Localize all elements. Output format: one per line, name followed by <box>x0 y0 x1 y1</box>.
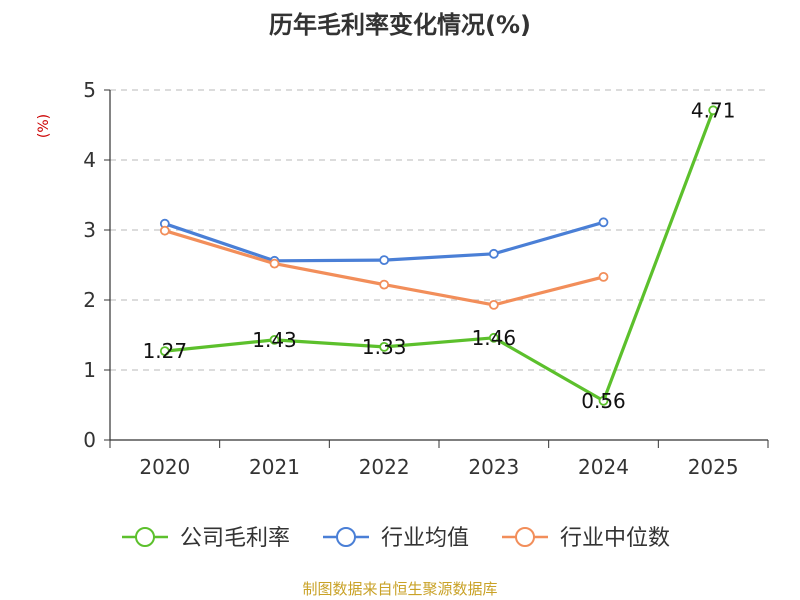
data-point <box>598 271 609 282</box>
data-point <box>379 255 390 266</box>
data-point <box>269 334 280 345</box>
data-point <box>269 258 280 269</box>
data-point <box>598 217 609 228</box>
y-tick-label: 4 <box>83 148 96 172</box>
data-label: 1.33 <box>362 335 407 359</box>
y-tick-labels: 0 1 2 3 4 5 <box>83 78 96 452</box>
y-tick-label: 3 <box>83 218 96 242</box>
data-labels: 1.27 1.43 1.33 1.46 0.56 4.71 <box>143 98 736 413</box>
series-group <box>159 105 719 406</box>
x-tick-label: 2021 <box>249 455 300 479</box>
legend-swatch-marker <box>515 527 535 547</box>
y-tick-label: 1 <box>83 358 96 382</box>
data-label: 1.27 <box>143 339 188 363</box>
y-axis-label: (%) <box>36 114 52 138</box>
legend-label: 公司毛利率 <box>180 526 290 551</box>
data-label: 1.43 <box>252 328 297 352</box>
data-point <box>488 248 499 259</box>
series-line-1 <box>164 220 604 263</box>
legend-label: 行业均值 <box>381 526 469 551</box>
y-tick-label: 0 <box>83 428 96 452</box>
series-line-0 <box>164 109 715 403</box>
legend: 公司毛利率 行业均值 行业中位数 <box>122 526 670 551</box>
x-tick-label: 2024 <box>578 455 629 479</box>
legend-swatch-marker <box>336 527 356 547</box>
data-label: 0.56 <box>581 389 626 413</box>
data-point <box>708 105 719 116</box>
legend-swatch-marker <box>135 527 155 547</box>
y-tick-label: 5 <box>83 78 96 102</box>
x-tick-label: 2022 <box>359 455 410 479</box>
data-point <box>379 279 390 290</box>
y-tick-label: 2 <box>83 288 96 312</box>
x-tick-labels: 2020 2021 2022 2023 2024 2025 <box>139 455 738 479</box>
data-point <box>488 332 499 343</box>
data-point <box>379 341 390 352</box>
legend-label: 行业中位数 <box>560 526 670 551</box>
data-point <box>488 299 499 310</box>
data-label: 4.71 <box>691 98 736 122</box>
x-tick-label: 2023 <box>468 455 519 479</box>
x-tick-label: 2025 <box>688 455 739 479</box>
data-point <box>598 395 609 406</box>
chart-title: 历年毛利率变化情况(%) <box>269 11 531 39</box>
data-point <box>159 225 170 236</box>
data-label: 1.46 <box>472 326 517 350</box>
x-tick-label: 2020 <box>139 455 190 479</box>
data-point <box>159 346 170 357</box>
source-note: 制图数据来自恒生聚源数据库 <box>302 580 497 598</box>
axes <box>104 89 769 448</box>
